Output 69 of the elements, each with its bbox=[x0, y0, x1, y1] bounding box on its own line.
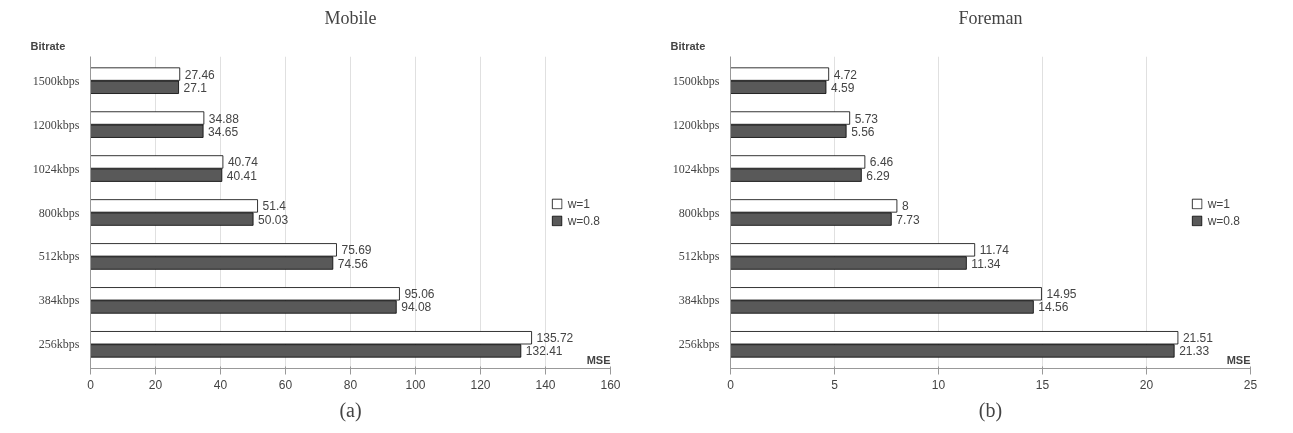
data-label: 27.46 bbox=[184, 67, 216, 82]
x-tick-label: 100 bbox=[405, 377, 426, 392]
data-label: 21.51 bbox=[1182, 331, 1214, 346]
y-tick-label: 512kbps bbox=[678, 249, 720, 264]
legend-label: w=0.8 bbox=[567, 213, 600, 228]
y-tick-label: 1024kbps bbox=[32, 161, 80, 176]
y-axis-title: Bitrate bbox=[30, 39, 66, 52]
data-label: 11.74 bbox=[979, 243, 1010, 258]
data-label: 27.1 bbox=[183, 80, 208, 95]
data-label: 40.41 bbox=[226, 168, 258, 183]
data-label: 4.59 bbox=[830, 80, 855, 95]
x-tick-label: 80 bbox=[343, 377, 358, 392]
y-tick-label: 1200kbps bbox=[672, 117, 720, 132]
y-tick-label: 1500kbps bbox=[672, 73, 720, 88]
x-tick-label: 40 bbox=[213, 377, 228, 392]
data-label: 8 bbox=[901, 199, 909, 214]
y-tick-label: 800kbps bbox=[38, 205, 80, 220]
legend-label: w=1 bbox=[1207, 196, 1230, 211]
x-tick-label: 0 bbox=[727, 377, 735, 392]
text: (b) bbox=[978, 398, 1003, 422]
x-tick-label: 160 bbox=[600, 377, 621, 392]
data-label: 14.56 bbox=[1038, 300, 1069, 315]
data-label: 21.33 bbox=[1179, 344, 1210, 359]
y-tick-label: 256kbps bbox=[678, 337, 720, 352]
x-tick-label: 0 bbox=[87, 377, 95, 392]
x-axis-title: MSE bbox=[586, 353, 611, 366]
x-tick-label: 20 bbox=[1139, 377, 1154, 392]
data-label: 132.41 bbox=[525, 344, 563, 359]
chart-title: Foreman bbox=[958, 7, 1023, 28]
data-label: 75.69 bbox=[341, 243, 372, 258]
y-tick-label: 384kbps bbox=[678, 293, 720, 308]
x-tick-label: 25 bbox=[1243, 377, 1258, 392]
y-tick-label: 384kbps bbox=[38, 293, 80, 308]
data-label: 40.74 bbox=[227, 155, 259, 170]
y-tick-label: 1200kbps bbox=[32, 117, 80, 132]
data-label: 94.08 bbox=[401, 300, 432, 315]
legend-label: w=1 bbox=[567, 196, 590, 211]
data-label: 51.4 bbox=[262, 199, 287, 214]
y-tick-label: 512kbps bbox=[38, 249, 80, 264]
data-label: 14.95 bbox=[1046, 287, 1077, 302]
x-tick-label: 5 bbox=[831, 377, 839, 392]
data-label: 34.88 bbox=[208, 111, 240, 126]
data-label: 135.72 bbox=[536, 331, 574, 346]
data-label: 6.46 bbox=[869, 155, 894, 170]
x-tick-label: 140 bbox=[535, 377, 556, 392]
x-tick-label: 60 bbox=[278, 377, 293, 392]
y-tick-label: 800kbps bbox=[678, 205, 720, 220]
x-tick-label: 120 bbox=[470, 377, 491, 392]
data-label: 50.03 bbox=[258, 212, 289, 227]
x-axis-title: MSE bbox=[1226, 353, 1251, 366]
x-tick-label: 20 bbox=[148, 377, 163, 392]
x-tick-label: 15 bbox=[1035, 377, 1050, 392]
x-tick-label: 10 bbox=[931, 377, 946, 392]
data-label: 11.34 bbox=[971, 256, 1001, 271]
data-label: 4.72 bbox=[833, 67, 858, 82]
text: (a) bbox=[339, 398, 362, 422]
data-label: 6.29 bbox=[866, 168, 891, 183]
y-tick-label: 1500kbps bbox=[32, 73, 80, 88]
data-label: 5.56 bbox=[851, 124, 875, 139]
data-label: 7.73 bbox=[896, 212, 920, 227]
chart-title: Mobile bbox=[324, 7, 377, 28]
data-label: 5.73 bbox=[854, 111, 879, 126]
data-label: 95.06 bbox=[404, 287, 435, 302]
y-tick-label: 1024kbps bbox=[672, 161, 720, 176]
y-tick-label: 256kbps bbox=[38, 337, 80, 352]
legend-label: w=0.8 bbox=[1207, 213, 1240, 228]
data-label: 34.65 bbox=[208, 124, 239, 139]
y-axis-title: Bitrate bbox=[670, 39, 706, 52]
data-label: 74.56 bbox=[337, 256, 369, 271]
